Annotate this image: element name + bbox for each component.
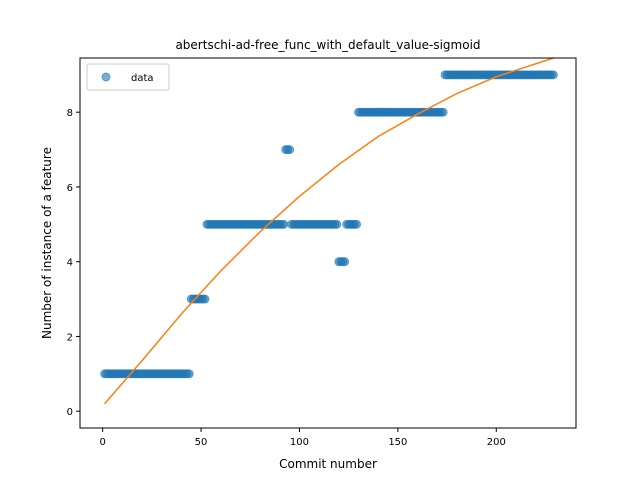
- y-axis-label: Number of instance of a feature: [40, 147, 54, 339]
- data-point: [438, 107, 448, 117]
- y-tick-label: 0: [67, 407, 73, 418]
- data-point: [332, 219, 342, 229]
- y-tick-label: 6: [67, 183, 73, 194]
- x-tick-label: 100: [290, 437, 309, 448]
- x-tick-label: 150: [388, 437, 407, 448]
- legend-marker-data: [101, 72, 111, 82]
- axes: 0 50 100 150 200 0 2 4 6 8: [67, 57, 577, 448]
- legend-box: [86, 63, 170, 91]
- chart-title: abertschi-ad-free_func_with_default_valu…: [175, 38, 480, 52]
- fit-line-group: [104, 57, 554, 405]
- y-tick-label: 8: [67, 108, 73, 119]
- data-point: [285, 145, 295, 155]
- fit-line: [104, 57, 554, 405]
- data-point: [184, 369, 194, 379]
- y-tick-label: 4: [67, 258, 73, 269]
- data-point: [279, 219, 289, 229]
- data-point: [200, 294, 210, 304]
- legend: data: [86, 63, 170, 91]
- x-tick-label: 200: [487, 437, 506, 448]
- data-point: [352, 219, 362, 229]
- x-tick-label: 0: [99, 437, 105, 448]
- x-axis-label: Commit number: [279, 457, 377, 471]
- data-point: [548, 70, 558, 80]
- data-point: [340, 257, 350, 267]
- x-tick-label: 50: [195, 437, 208, 448]
- y-tick-label: 2: [67, 332, 73, 343]
- plot-background: [80, 58, 576, 428]
- legend-label-data: data: [131, 73, 154, 84]
- plot-frame: [79, 57, 577, 429]
